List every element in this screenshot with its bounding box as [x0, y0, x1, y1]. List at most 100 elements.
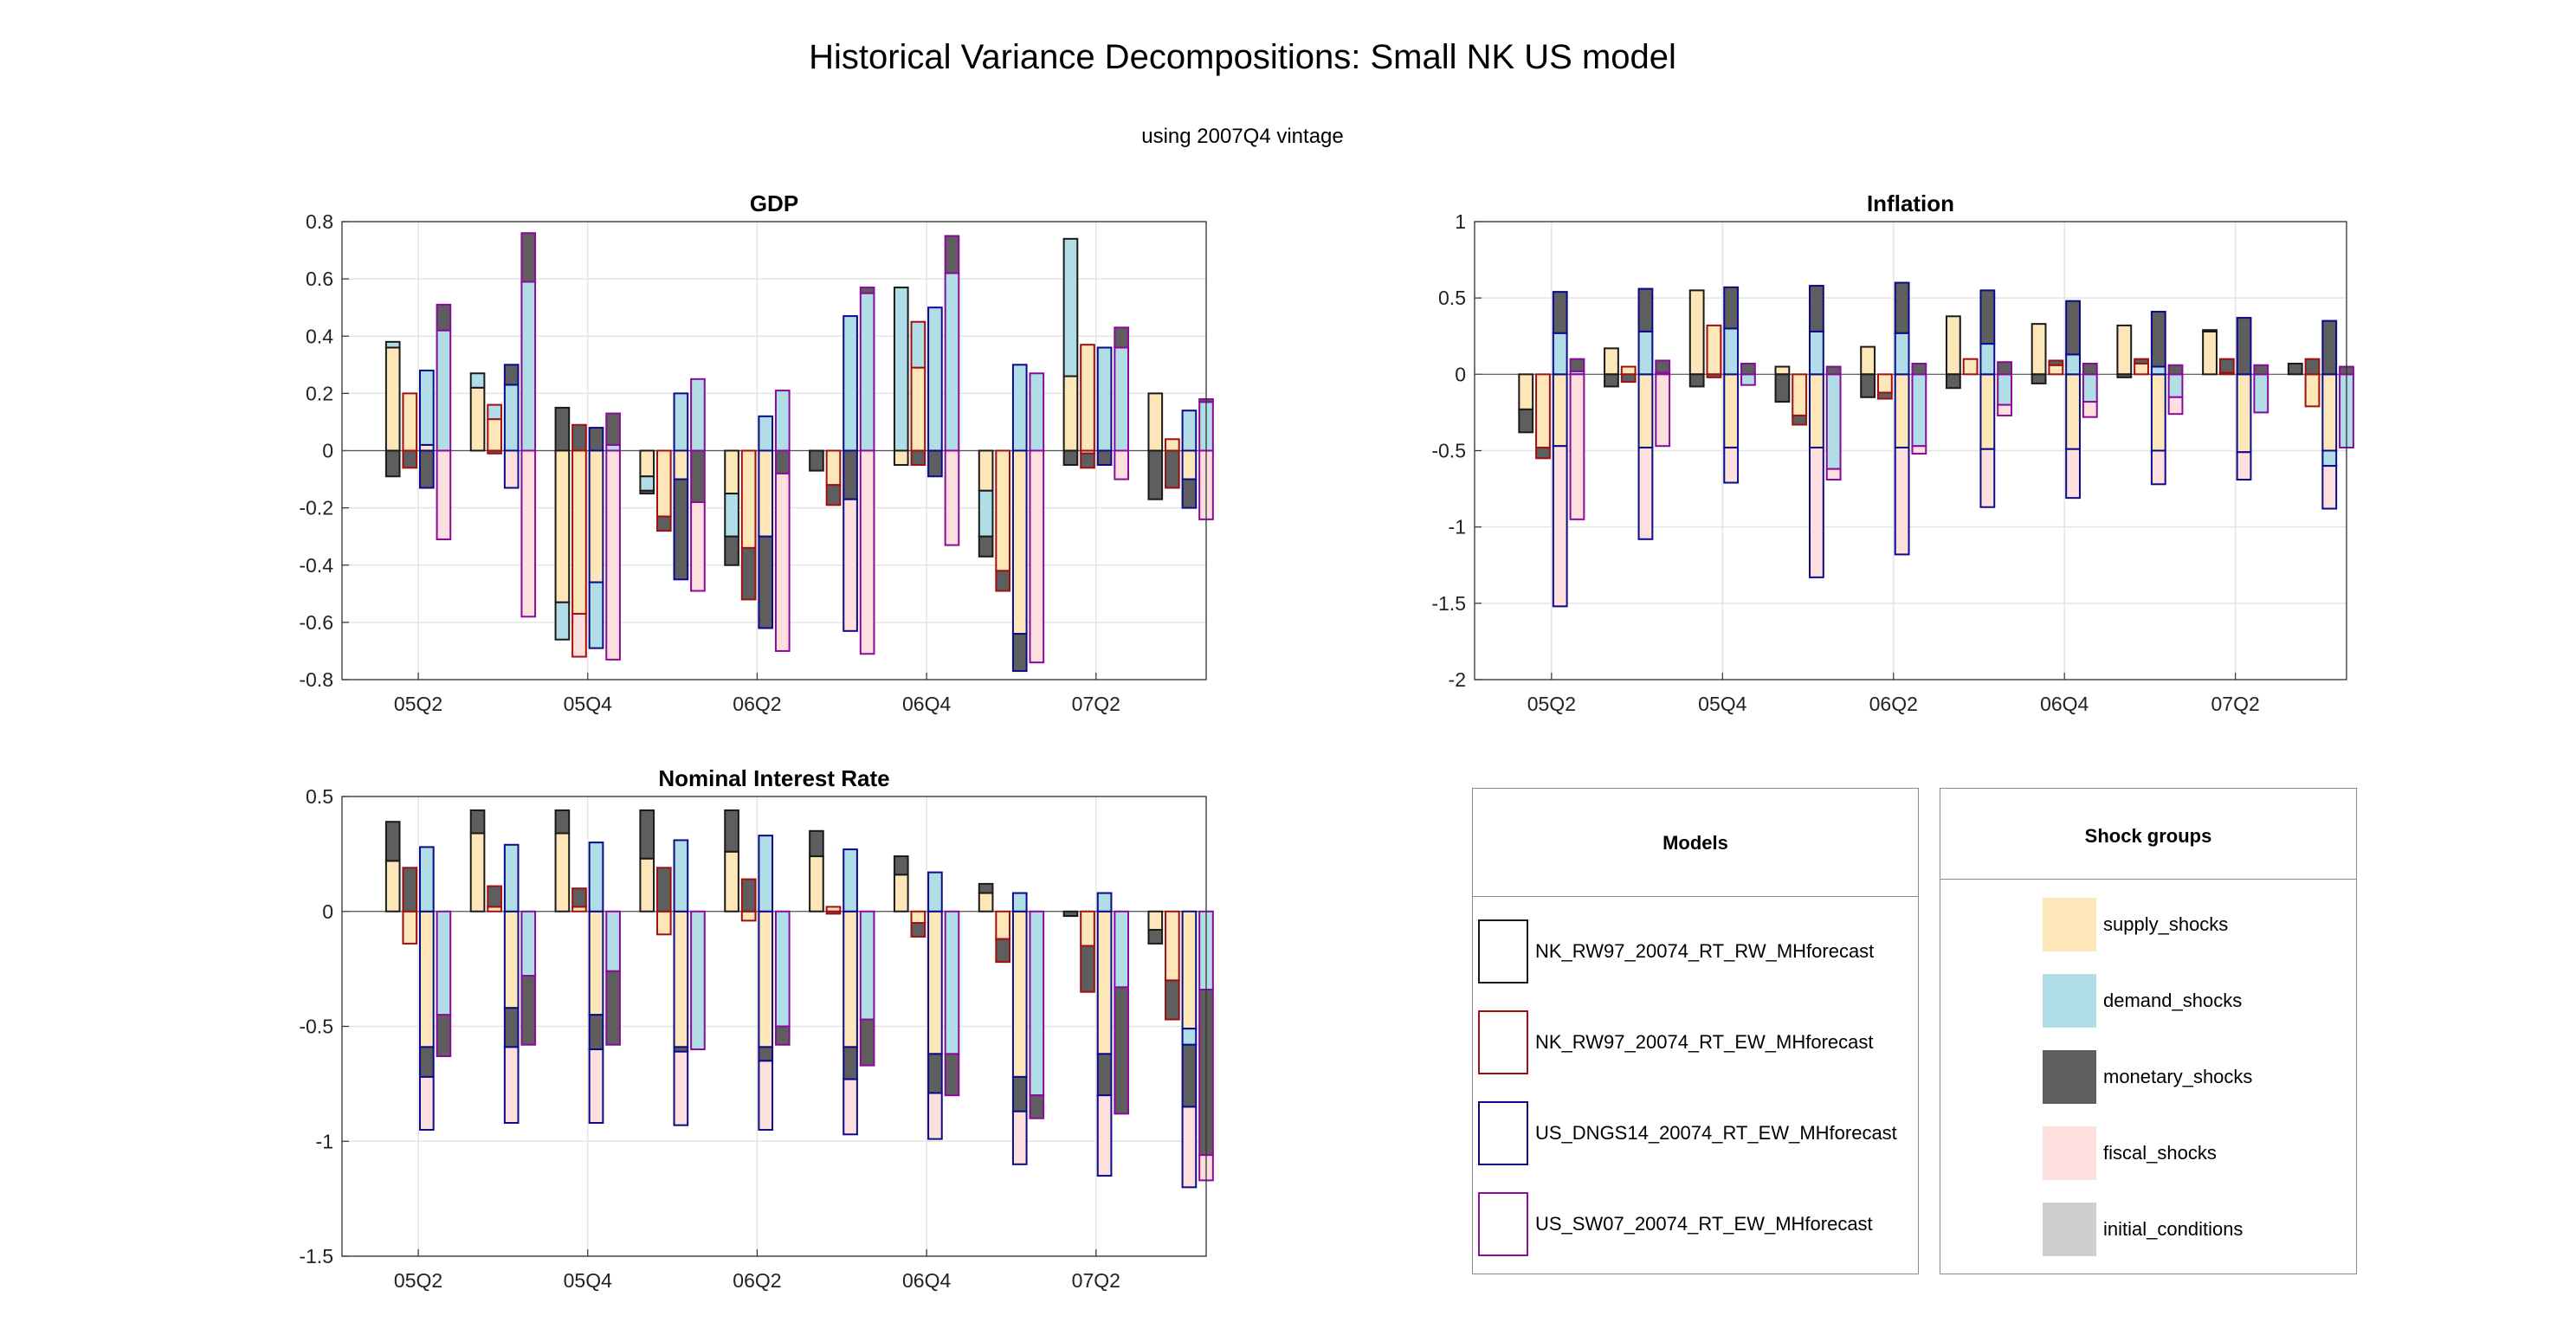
bar-segment-fiscal: [1655, 373, 1671, 448]
bar-segment-monetary: [1723, 286, 1740, 330]
bar-segment-demand: [927, 306, 943, 452]
legend-shock-item: monetary_shocks: [2043, 1050, 2252, 1104]
bar-segment-demand: [843, 315, 858, 452]
bar-segment-demand: [419, 369, 435, 446]
bar-segment-demand: [843, 848, 858, 913]
x-tick-label: 07Q2: [2211, 693, 2260, 715]
bar-segment-supply: [673, 910, 689, 1048]
bar-segment-demand: [436, 329, 452, 452]
bar-segment-fiscal: [588, 1048, 604, 1125]
bar-segment-demand: [639, 475, 655, 492]
bar-segment-monetary: [1080, 452, 1095, 469]
bar-segment-supply: [1962, 358, 1979, 376]
bar-segment-monetary: [910, 449, 926, 467]
bar-segment-fiscal: [1029, 449, 1045, 664]
bar-segment-demand: [1011, 364, 1028, 452]
model-swatch-icon: [1478, 1101, 1528, 1165]
shocks-legend-title: Shock groups: [2084, 825, 2212, 847]
bar-segment-fiscal: [859, 449, 875, 655]
bar-segment-fiscal: [2236, 451, 2252, 481]
bar-segment-supply: [1945, 315, 1961, 376]
bar-segment-supply: [487, 418, 502, 452]
bar-segment-demand: [554, 601, 571, 641]
bar-segment-fiscal: [1181, 1106, 1198, 1189]
bar-segment-supply: [384, 860, 401, 913]
bar-segment-monetary: [571, 887, 587, 908]
bar-segment-demand: [1114, 910, 1129, 989]
bar-segment-monetary: [571, 423, 587, 452]
bar-segment-demand: [1740, 373, 1756, 386]
legend-model-label: US_DNGS14_20074_RT_EW_MHforecast: [1535, 1122, 1897, 1144]
legend-shock-label: demand_shocks: [2103, 990, 2243, 1011]
axes-box: [1474, 221, 2347, 680]
bar-segment-supply: [571, 449, 587, 615]
bar-segment-monetary: [655, 515, 672, 532]
bar-segment-supply: [1809, 373, 1824, 448]
bar-segment-monetary: [419, 1046, 435, 1078]
bar-segment-monetary: [1706, 373, 1722, 378]
bar-segment-monetary: [419, 449, 435, 489]
bar-segment-monetary: [1147, 928, 1164, 945]
bar-segment-monetary: [1809, 285, 1824, 332]
bar-segment-monetary: [605, 412, 621, 446]
bar-segment-demand: [1181, 410, 1198, 452]
bar-segment-demand: [2082, 373, 2098, 403]
bar-segment-monetary: [1945, 373, 1961, 390]
models-legend-title: Models: [1662, 832, 1728, 854]
bar-segment-supply: [673, 449, 689, 480]
bar-segment-monetary: [809, 829, 824, 858]
bar-segment-supply: [2304, 373, 2321, 408]
bar-segment-monetary: [436, 1014, 452, 1058]
bar-segment-fiscal: [520, 449, 537, 618]
bar-segment-supply: [724, 449, 739, 495]
y-tick-label: 0.5: [1438, 287, 1466, 309]
bar-segment-monetary: [809, 449, 824, 472]
legend-shock-item: demand_shocks: [2043, 974, 2242, 1028]
bar-segment-supply: [469, 832, 486, 913]
y-tick-label: -0.4: [299, 554, 333, 577]
y-tick-label: -0.5: [299, 1016, 333, 1038]
bar-segment-monetary: [978, 535, 994, 558]
bar-segment-monetary: [1552, 291, 1568, 334]
bar-segment-supply: [1723, 373, 1740, 448]
bar-segment-monetary: [402, 867, 418, 913]
bar-segment-monetary: [1181, 1043, 1198, 1108]
bar-segment-supply: [995, 910, 1011, 940]
x-tick-label: 06Q2: [733, 1269, 781, 1292]
bar-segment-demand: [927, 871, 943, 913]
bar-segment-supply: [503, 910, 520, 1009]
bar-segment-monetary: [995, 938, 1011, 964]
bar-segment-supply: [588, 910, 604, 1016]
bar-segment-monetary: [588, 1014, 604, 1051]
bar-segment-monetary: [1774, 373, 1791, 403]
axes-box: [341, 221, 1207, 680]
bar-segment-supply: [927, 910, 943, 1055]
bar-segment-demand: [520, 910, 537, 977]
bar-segment-monetary: [1876, 391, 1893, 400]
bar-segment-monetary: [2253, 364, 2269, 376]
bar-segment-demand: [2065, 353, 2081, 376]
legend-model-label: NK_RW97_20074_RT_EW_MHforecast: [1535, 1031, 1874, 1053]
bar-segment-supply: [1894, 373, 1910, 448]
supply-swatch-icon: [2043, 898, 2096, 951]
bar-segment-demand: [859, 910, 875, 1021]
bar-segment-supply: [1535, 373, 1551, 448]
y-tick-label: -1: [316, 1130, 333, 1152]
bar-segment-fiscal: [1637, 446, 1654, 540]
bar-segment-monetary: [384, 449, 401, 478]
bar-segment-demand: [1911, 373, 1927, 448]
bar-segment-supply: [758, 910, 774, 1048]
y-tick-label: 0: [1455, 363, 1466, 385]
bar-segment-supply: [384, 346, 401, 452]
bar-segment-demand: [893, 287, 909, 452]
bar-segment-demand: [1894, 332, 1910, 376]
bar-segment-monetary: [1062, 449, 1079, 467]
bar-segment-supply: [2321, 373, 2338, 452]
shocks-legend: Shock groups supply_shocks demand_shocks…: [1940, 788, 2357, 1274]
bar-segment-monetary: [1569, 358, 1585, 372]
bar-segment-fiscal: [843, 1078, 858, 1136]
bar-segment-monetary: [1979, 289, 1996, 345]
bar-segment-supply: [1688, 289, 1705, 376]
bar-segment-monetary: [2048, 359, 2064, 366]
y-tick-label: 0.5: [306, 785, 333, 808]
